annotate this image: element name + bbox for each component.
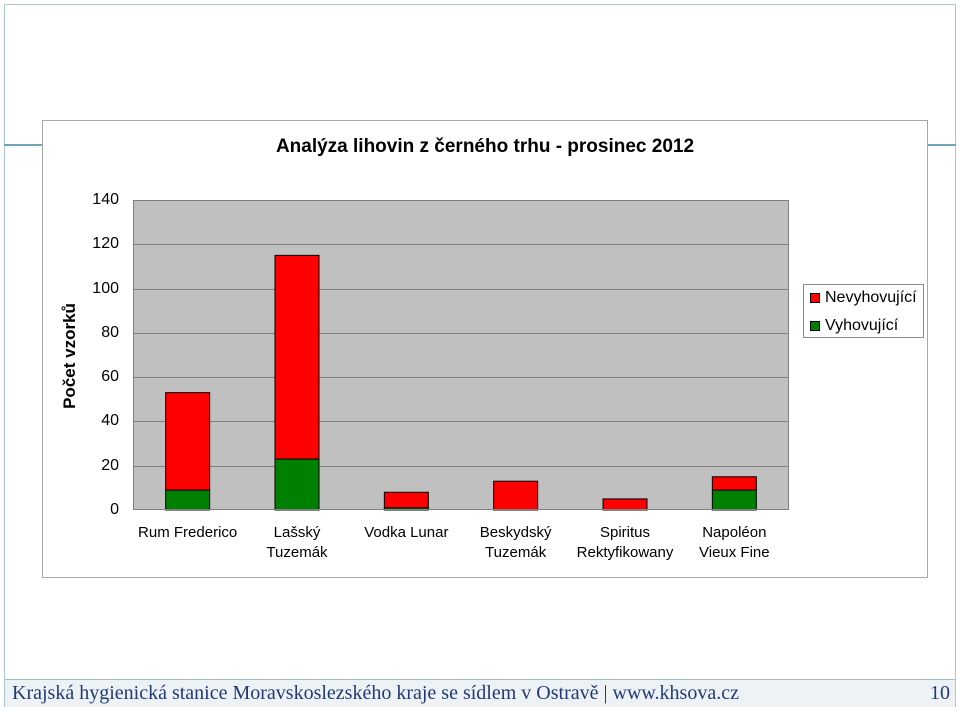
footer: Krajská hygienická stanice Moravskoslezs… — [5, 679, 955, 707]
category-label: Napoléon Vieux Fine — [699, 524, 770, 561]
bar-nevyhovujici-rum-frederico — [165, 392, 211, 491]
bar-nevyhovujici-spiritus-rektyfikowany — [602, 498, 648, 511]
bar-nevyhovujici-vodka-lunar — [383, 491, 429, 509]
footer-text: Krajská hygienická stanice Moravskoslezs… — [12, 680, 739, 707]
footer-organization: Krajská hygienická stanice Moravskoslezs… — [12, 682, 599, 704]
category-label: Lašský Tuzemák — [266, 524, 328, 561]
decorative-line-right — [928, 144, 956, 146]
category-label: Rum Frederico — [138, 524, 238, 541]
y-tick-label: 80 — [101, 323, 119, 341]
plot-border — [133, 200, 789, 510]
y-tick-label: 140 — [92, 191, 119, 208]
legend-swatch — [810, 321, 820, 331]
bar-vyhovujici-napoleon-vieux-fine — [711, 489, 757, 511]
plot-background — [133, 200, 789, 510]
category-label: Beskydský Tuzemák — [479, 524, 552, 561]
legend-label: Vyhovující — [825, 317, 899, 334]
y-tick-label: 40 — [101, 412, 119, 430]
category-label: Spiritus Rektyfikowany — [576, 524, 674, 561]
bar-nevyhovujici-beskydsky-tuzemak — [493, 480, 539, 511]
legend-entry-vyhovujici: Vyhovující — [810, 316, 898, 336]
bar-nevyhovujici-lassky-tuzemak — [274, 254, 320, 460]
legend-entry-nevyhovujici: Nevyhovující — [810, 288, 917, 308]
footer-separator: | — [603, 682, 608, 704]
legend: Nevyhovující Vyhovující — [803, 284, 924, 338]
legend-label: Nevyhovující — [825, 289, 917, 306]
category-label: Vodka Lunar — [364, 524, 449, 541]
chart-title: Analýza lihovin z černého trhu - prosine… — [275, 136, 695, 157]
page-number: 10 — [930, 682, 950, 704]
bar-nevyhovujici-napoleon-vieux-fine — [711, 476, 757, 491]
y-tick-label: 20 — [101, 456, 119, 474]
bar-vyhovujici-lassky-tuzemak — [274, 458, 320, 511]
plot-area — [133, 200, 789, 511]
y-tick-label: 100 — [92, 279, 119, 297]
footer-website: www.khsova.cz — [612, 682, 739, 704]
chart: Analýza lihovin z černého trhu - prosine… — [42, 120, 928, 578]
legend-swatch — [810, 293, 820, 303]
decorative-line-left — [4, 144, 42, 146]
y-tick-label: 60 — [101, 368, 119, 386]
y-tick-label: 0 — [110, 501, 119, 518]
y-tick-label: 120 — [92, 235, 119, 253]
bar-vyhovujici-rum-frederico — [165, 489, 211, 511]
